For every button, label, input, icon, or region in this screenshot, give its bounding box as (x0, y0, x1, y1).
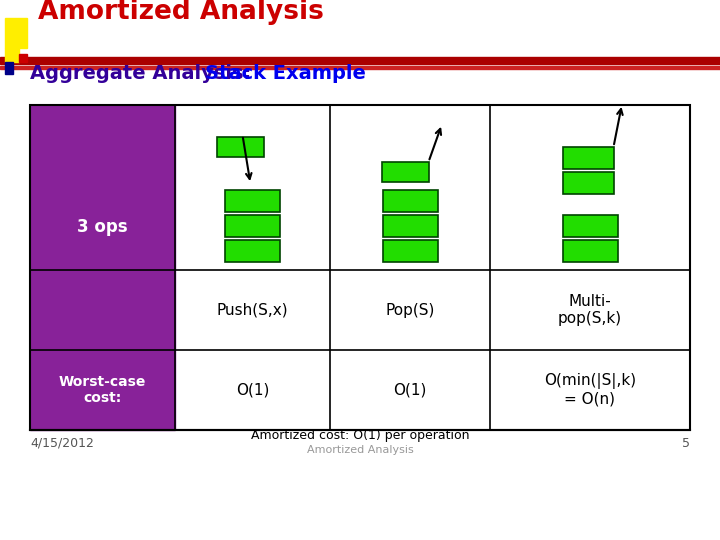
Text: Amortized Analysis: Amortized Analysis (307, 445, 413, 455)
Bar (562, 215, 618, 237)
Bar (225, 215, 280, 237)
Text: 3 ops: 3 ops (77, 219, 128, 237)
Bar (5, 18, 27, 48)
Bar (562, 172, 613, 194)
Bar (5, 48, 19, 62)
Text: O(min(|S|,k)
= O(n): O(min(|S|,k) = O(n) (544, 373, 636, 407)
Text: Stack Example: Stack Example (205, 64, 366, 83)
Bar (382, 240, 438, 262)
Bar (0, 66, 720, 69)
Text: Push(S,x): Push(S,x) (217, 302, 288, 318)
Text: 5: 5 (682, 437, 690, 450)
Bar (0, 57, 720, 64)
Text: Amortized cost: O(1) per operation: Amortized cost: O(1) per operation (251, 429, 469, 442)
Bar (5, 62, 13, 74)
Bar (562, 240, 618, 262)
Bar (382, 190, 438, 212)
Bar (19, 54, 27, 62)
Text: Amortized Analysis: Amortized Analysis (38, 0, 324, 25)
Bar (382, 162, 428, 182)
Text: Pop(S): Pop(S) (385, 302, 435, 318)
Text: O(1): O(1) (393, 382, 427, 397)
Bar (30, 105, 175, 350)
Bar (30, 350, 175, 430)
Bar (562, 147, 613, 169)
Bar (225, 190, 280, 212)
Bar (382, 215, 438, 237)
Bar (30, 105, 690, 430)
Bar (225, 240, 280, 262)
Text: Aggregate Analysis:: Aggregate Analysis: (30, 64, 258, 83)
Text: 4/15/2012: 4/15/2012 (30, 437, 94, 450)
Text: Worst-case
cost:: Worst-case cost: (59, 375, 146, 405)
Text: O(1): O(1) (236, 382, 269, 397)
Bar (217, 137, 264, 157)
Text: Multi-
pop(S,k): Multi- pop(S,k) (558, 294, 622, 326)
